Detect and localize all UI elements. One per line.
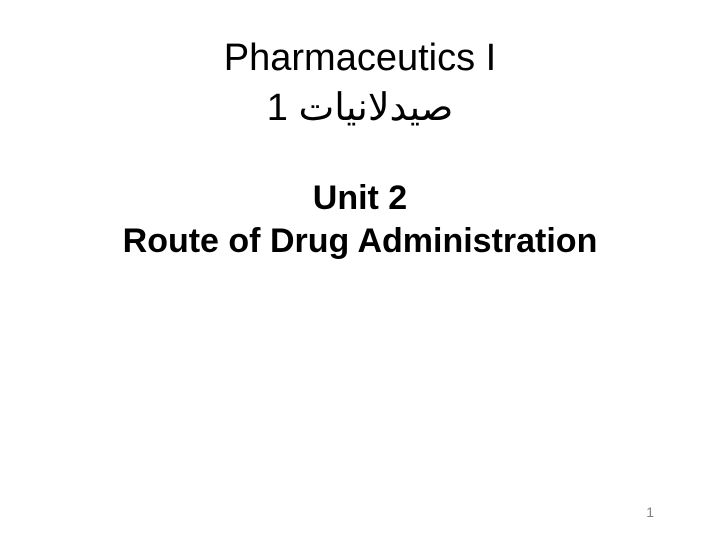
unit-label: Unit 2 — [0, 177, 720, 220]
unit-topic: Route of Drug Administration — [0, 220, 720, 263]
subtitle-block: Unit 2 Route of Drug Administration — [0, 177, 720, 262]
page-number: 1 — [646, 504, 654, 520]
slide-container: Pharmaceutics I صيدلانيات 1 Unit 2 Route… — [0, 0, 720, 540]
title-arabic: صيدلانيات 1 — [0, 86, 720, 132]
title-english: Pharmaceutics I — [0, 36, 720, 82]
